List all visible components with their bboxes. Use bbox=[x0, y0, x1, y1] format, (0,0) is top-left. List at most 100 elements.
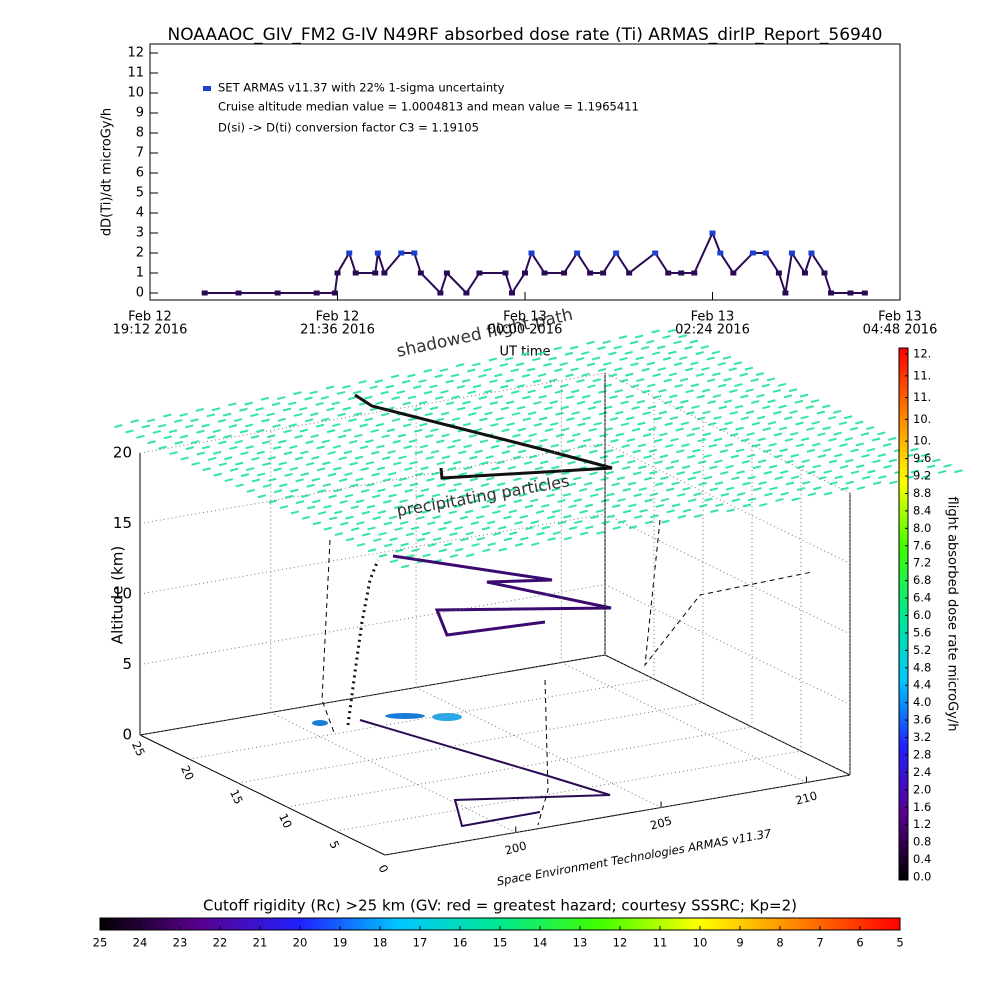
data-point bbox=[334, 270, 341, 276]
data-point bbox=[437, 290, 444, 296]
field-dash bbox=[827, 415, 837, 420]
data-point bbox=[749, 250, 756, 256]
field-dash bbox=[703, 475, 713, 480]
colorbar-tick-label: 23 bbox=[173, 936, 188, 950]
field-dash bbox=[850, 470, 860, 475]
field-dash bbox=[507, 465, 516, 470]
field-dash bbox=[807, 492, 817, 497]
field-dash bbox=[709, 465, 718, 470]
colorbar-tick-label: 25 bbox=[93, 936, 108, 950]
field-dash bbox=[822, 448, 832, 453]
field-dash bbox=[452, 438, 461, 443]
field-dash bbox=[701, 366, 710, 371]
field-dash bbox=[711, 350, 721, 355]
data-point bbox=[665, 270, 672, 276]
field-dash bbox=[691, 405, 700, 410]
field-dash bbox=[562, 471, 571, 476]
field-dash bbox=[380, 412, 390, 417]
field-dash bbox=[734, 383, 743, 388]
field-dash bbox=[664, 422, 673, 427]
field-dash bbox=[514, 520, 523, 525]
field-dash bbox=[282, 407, 292, 412]
field-dash bbox=[889, 480, 898, 485]
field-dash bbox=[844, 437, 853, 442]
field-dash bbox=[654, 482, 664, 487]
field-dash bbox=[635, 356, 645, 361]
field-dash bbox=[387, 471, 397, 476]
field-dash bbox=[577, 444, 587, 449]
field-dash bbox=[663, 400, 673, 405]
field-dash bbox=[408, 439, 418, 444]
field-dash bbox=[449, 532, 458, 537]
field-dash bbox=[717, 361, 726, 366]
field-dash bbox=[386, 428, 396, 433]
field-dash bbox=[714, 481, 724, 486]
field-dash bbox=[610, 438, 619, 443]
field-dash bbox=[888, 458, 898, 463]
x-tick-label: 21:36 2016 bbox=[300, 323, 375, 338]
field-dash bbox=[710, 509, 719, 514]
field-dash bbox=[518, 493, 528, 498]
field-dash bbox=[322, 461, 331, 466]
chart-title: NOAAAOC_GIV_FM2 G-IV N49RF absorbed dose… bbox=[168, 25, 883, 45]
field-dash bbox=[817, 454, 827, 459]
field-dash bbox=[570, 389, 580, 394]
field-dash bbox=[349, 461, 358, 466]
field-dash bbox=[557, 498, 566, 503]
field-dash bbox=[622, 509, 632, 514]
field-dash bbox=[731, 476, 740, 481]
field-dash bbox=[488, 357, 498, 362]
field-dash bbox=[190, 418, 199, 423]
data-point bbox=[502, 270, 509, 276]
axis-line bbox=[384, 774, 851, 856]
field-dash bbox=[190, 440, 200, 445]
y-tick-label: 12 bbox=[127, 46, 144, 61]
data-point bbox=[381, 270, 388, 276]
field-dash bbox=[218, 440, 227, 445]
annotation: Cruise altitude median value = 1.0004813… bbox=[218, 100, 639, 114]
colorbar-tick-label: 5 bbox=[896, 936, 903, 950]
field-dash bbox=[405, 532, 415, 537]
field-dash bbox=[273, 467, 282, 472]
field-dash bbox=[502, 493, 512, 498]
field-dash bbox=[356, 521, 365, 526]
colorbar-tick-label: 13 bbox=[573, 936, 588, 950]
field-dash bbox=[773, 432, 783, 437]
field-dash bbox=[441, 433, 450, 438]
field-dash bbox=[354, 433, 363, 438]
field-dash bbox=[567, 460, 576, 465]
dose-patch bbox=[312, 720, 328, 726]
field-dash bbox=[638, 487, 648, 492]
field-dash bbox=[554, 389, 564, 394]
field-dash bbox=[921, 474, 931, 479]
x-tick-label: 00:00 2016 bbox=[488, 323, 563, 338]
data-point bbox=[463, 290, 470, 296]
colorbar-tick-label: 6 bbox=[856, 936, 863, 950]
field-dash bbox=[661, 519, 670, 524]
field-dash bbox=[811, 442, 821, 447]
field-dash bbox=[768, 464, 778, 469]
field-dash bbox=[235, 483, 244, 488]
data-point bbox=[522, 270, 528, 276]
field-dash bbox=[637, 443, 647, 448]
field-dash bbox=[573, 476, 582, 481]
field-dash bbox=[669, 416, 679, 421]
field-dash bbox=[796, 486, 806, 491]
field-dash bbox=[320, 395, 330, 400]
field-dash bbox=[838, 421, 848, 426]
field-dash bbox=[424, 412, 433, 417]
colorbar-tick-label: 8.4 bbox=[913, 503, 931, 517]
field-dash bbox=[561, 449, 570, 454]
field-dash bbox=[638, 465, 647, 470]
field-dash bbox=[722, 355, 732, 360]
colorbar-tick-label: 4.8 bbox=[913, 660, 931, 674]
field-dash bbox=[541, 525, 551, 530]
field-dash bbox=[673, 340, 682, 345]
field-dash bbox=[451, 417, 461, 422]
field-dash bbox=[222, 412, 232, 417]
colorbar-tick-label: 22 bbox=[213, 936, 228, 950]
data-point bbox=[709, 230, 716, 236]
field-dash bbox=[521, 373, 531, 378]
data-point bbox=[717, 250, 724, 256]
colorbar-tick-label: 9.2 bbox=[913, 469, 931, 483]
